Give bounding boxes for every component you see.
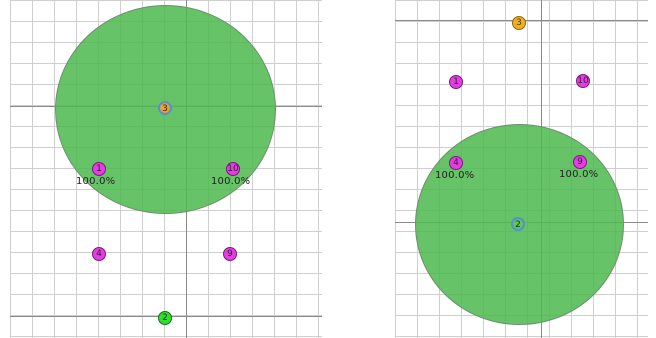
- node-1[interactable]: 1: [92, 162, 106, 176]
- right-simulation-view: 3 1 10 4 100.0% 9 100.0% 2: [395, 0, 648, 338]
- node-4-percentage: 100.0%: [435, 170, 475, 181]
- node-9[interactable]: 9: [573, 155, 587, 169]
- node-1-percentage: 100.0%: [76, 176, 116, 187]
- node-9[interactable]: 9: [223, 247, 237, 261]
- node-1[interactable]: 1: [449, 75, 463, 89]
- node-10[interactable]: 10: [226, 162, 240, 176]
- node-3[interactable]: 3: [512, 16, 526, 30]
- left-simulation-view: 3 1 100.0% 10 100.0% 4 9 2: [10, 0, 322, 338]
- node-2[interactable]: 2: [158, 311, 172, 325]
- node-10-percentage: 100.0%: [211, 176, 251, 187]
- node-4[interactable]: 4: [92, 247, 106, 261]
- node-2-center[interactable]: 2: [511, 217, 525, 231]
- node-4[interactable]: 4: [449, 156, 463, 170]
- node-3-center[interactable]: 3: [158, 101, 172, 115]
- node-9-percentage: 100.0%: [559, 169, 599, 180]
- node-10[interactable]: 10: [576, 74, 590, 88]
